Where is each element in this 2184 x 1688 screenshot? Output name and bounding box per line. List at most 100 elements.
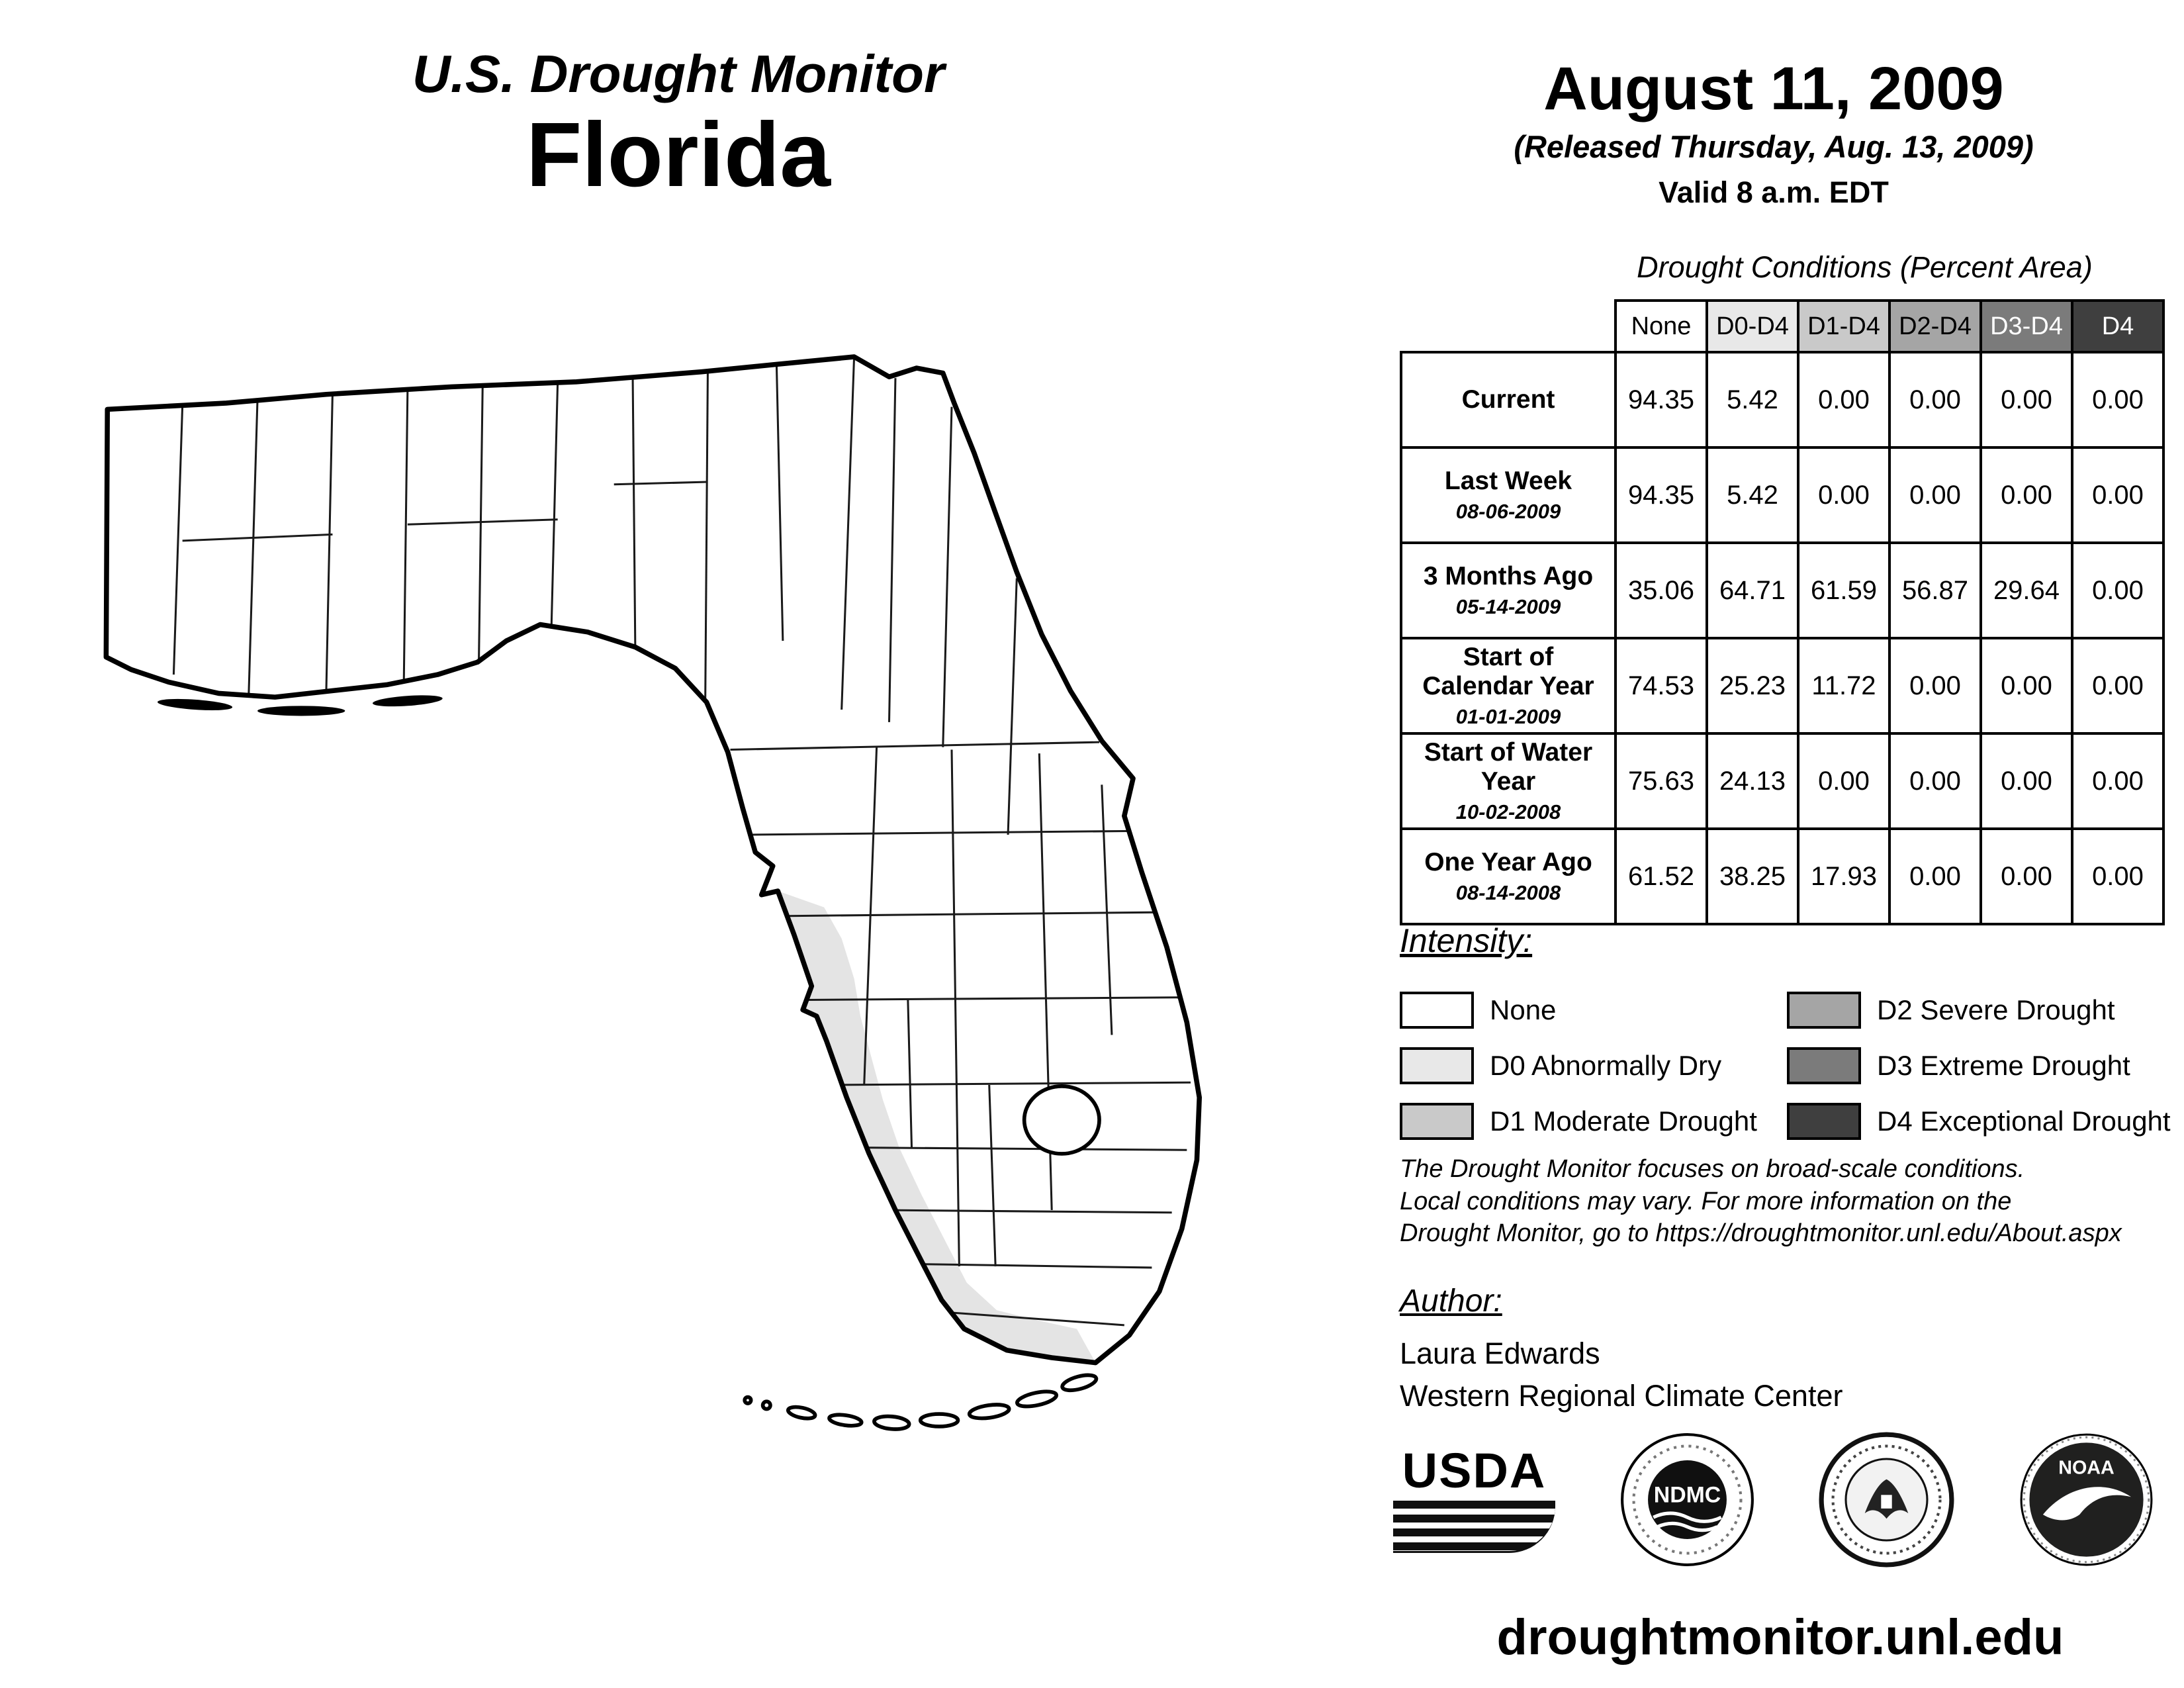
value-cell: 94.35 xyxy=(1614,351,1708,449)
row-label: Start of Water Year xyxy=(1424,738,1593,796)
legend-label: D3 Extreme Drought xyxy=(1877,1050,2130,1081)
value-cell: 5.42 xyxy=(1706,446,1799,544)
col-header-d3-d4: D3-D4 xyxy=(1979,299,2073,353)
legend-label: None xyxy=(1490,994,1557,1025)
legend-item-d4: D4 Exceptional Drought xyxy=(1787,1094,2181,1149)
row-header-one-year-ago: One Year Ago 08-14-2008 xyxy=(1400,827,1617,925)
row-date: 10-02-2008 xyxy=(1455,800,1561,823)
d4-swatch xyxy=(1787,1103,1861,1140)
value-cell: 0.00 xyxy=(1979,351,2073,449)
lake-okeechobee xyxy=(1022,1084,1101,1156)
page-title-brand: U.S. Drought Monitor xyxy=(412,44,945,103)
title-block: U.S. Drought Monitor Florida xyxy=(165,46,1191,203)
value-cell: 0.00 xyxy=(1797,732,1891,830)
table-row: One Year Ago 08-14-2008 61.52 38.25 17.9… xyxy=(1400,827,2165,925)
author-heading: Author: xyxy=(1400,1284,1502,1319)
legend-item-d2: D2 Severe Drought xyxy=(1787,982,2181,1038)
d2-swatch xyxy=(1787,992,1861,1029)
row-date: 01-01-2009 xyxy=(1455,704,1561,728)
col-header-d1-d4: D1-D4 xyxy=(1797,299,1891,353)
row-label: Current xyxy=(1461,385,1555,414)
value-cell: 0.00 xyxy=(1979,446,2073,544)
table-row: Last Week 08-06-2009 94.35 5.42 0.00 0.0… xyxy=(1400,446,2165,544)
row-date: 05-14-2009 xyxy=(1455,594,1561,618)
value-cell: 61.59 xyxy=(1797,541,1891,639)
value-cell: 0.00 xyxy=(2071,446,2165,544)
value-cell: 0.00 xyxy=(1888,446,1982,544)
value-cell: 0.00 xyxy=(2071,351,2165,449)
value-cell: 0.00 xyxy=(2071,827,2165,925)
d0-swatch xyxy=(1400,1047,1474,1084)
row-label: 3 Months Ago xyxy=(1423,562,1594,591)
value-cell: 0.00 xyxy=(1888,827,1982,925)
none-swatch xyxy=(1400,992,1474,1029)
table-row: Start of Calendar Year 01-01-2009 74.53 … xyxy=(1400,637,2165,735)
value-cell: 25.23 xyxy=(1706,637,1799,735)
row-header-current: Current xyxy=(1400,351,1617,449)
row-header-3-months-ago: 3 Months Ago 05-14-2009 xyxy=(1400,541,1617,639)
department-of-commerce-seal xyxy=(1819,1432,1954,1568)
disclaimer-text: The Drought Monitor focuses on broad-sca… xyxy=(1400,1155,2122,1248)
col-header-d4: D4 xyxy=(2071,299,2165,353)
row-header-start-water-year: Start of Water Year 10-02-2008 xyxy=(1400,732,1617,830)
map-date: August 11, 2009 xyxy=(1543,55,2004,122)
author-block: Author: Laura Edwards Western Regional C… xyxy=(1400,1283,2181,1413)
value-cell: 0.00 xyxy=(1888,351,1982,449)
noaa-logo: NOAA xyxy=(2019,1432,2154,1568)
value-cell: 11.72 xyxy=(1797,637,1891,735)
author-name: Laura Edwards xyxy=(1400,1336,1600,1370)
table-header-row: None D0-D4 D1-D4 D2-D4 D3-D4 D4 xyxy=(1401,299,2165,353)
value-cell: 35.06 xyxy=(1614,541,1708,639)
ndmc-wordmark: NDMC xyxy=(1653,1483,1720,1508)
legend-label: D1 Moderate Drought xyxy=(1490,1105,1757,1137)
value-cell: 0.00 xyxy=(1979,827,2073,925)
drought-map-svg xyxy=(103,354,1202,1431)
florida-keys xyxy=(743,1373,1099,1431)
value-cell: 0.00 xyxy=(1979,732,2073,830)
row-label: One Year Ago xyxy=(1424,848,1592,877)
row-label: Start of Calendar Year xyxy=(1422,643,1594,700)
florida-drought-map xyxy=(76,334,1327,1585)
value-cell: 0.00 xyxy=(2071,541,2165,639)
value-cell: 94.35 xyxy=(1614,446,1708,544)
value-cell: 0.00 xyxy=(1979,637,2073,735)
legend-item-d3: D3 Extreme Drought xyxy=(1787,1038,2181,1094)
value-cell: 5.42 xyxy=(1706,351,1799,449)
release-date: (Released Thursday, Aug. 13, 2009) xyxy=(1514,129,2034,164)
state-fill xyxy=(106,357,1200,1363)
ndmc-logo: NDMC xyxy=(1619,1432,1755,1568)
legend-item-d1: D1 Moderate Drought xyxy=(1400,1094,1787,1149)
intensity-legend: Intensity: None D0 Abnormally Dry D1 Mod… xyxy=(1400,921,2181,1149)
noaa-wordmark: NOAA xyxy=(2058,1458,2114,1479)
legend-label: D2 Severe Drought xyxy=(1877,994,2115,1025)
legend-item-none: None xyxy=(1400,982,1787,1038)
value-cell: 64.71 xyxy=(1706,541,1799,639)
legend-title: Intensity: xyxy=(1400,922,1533,959)
row-date: 08-14-2008 xyxy=(1455,880,1561,904)
value-cell: 74.53 xyxy=(1614,637,1708,735)
row-header-start-calendar-year: Start of Calendar Year 01-01-2009 xyxy=(1400,637,1617,735)
table-row: 3 Months Ago 05-14-2009 35.06 64.71 61.5… xyxy=(1400,541,2165,639)
legend-grid: None D0 Abnormally Dry D1 Moderate Droug… xyxy=(1400,982,2181,1149)
row-label: Last Week xyxy=(1444,467,1572,496)
value-cell: 17.93 xyxy=(1797,827,1891,925)
value-cell: 0.00 xyxy=(1888,732,1982,830)
table-row: Current 94.35 5.42 0.00 0.00 0.00 0.00 xyxy=(1400,351,2165,449)
date-block: August 11, 2009 (Released Thursday, Aug.… xyxy=(1416,58,2131,210)
county-lines xyxy=(172,357,1191,1327)
value-cell: 24.13 xyxy=(1706,732,1799,830)
row-header-last-week: Last Week 08-06-2009 xyxy=(1400,446,1617,544)
state-outline xyxy=(103,354,1202,1366)
legend-label: D4 Exceptional Drought xyxy=(1877,1105,2171,1137)
drought-conditions-table: None D0-D4 D1-D4 D2-D4 D3-D4 D4 Current … xyxy=(1400,299,2165,925)
value-cell: 0.00 xyxy=(1797,351,1891,449)
page-title-region: Florida xyxy=(525,104,831,206)
table-row: Start of Water Year 10-02-2008 75.63 24.… xyxy=(1400,732,2165,830)
d1-swatch xyxy=(1400,1103,1474,1140)
value-cell: 29.64 xyxy=(1979,541,2073,639)
value-cell: 0.00 xyxy=(2071,637,2165,735)
footer-url: droughtmonitor.unl.edu xyxy=(1496,1609,2064,1665)
usda-stripes xyxy=(1393,1501,1555,1553)
value-cell: 38.25 xyxy=(1706,827,1799,925)
